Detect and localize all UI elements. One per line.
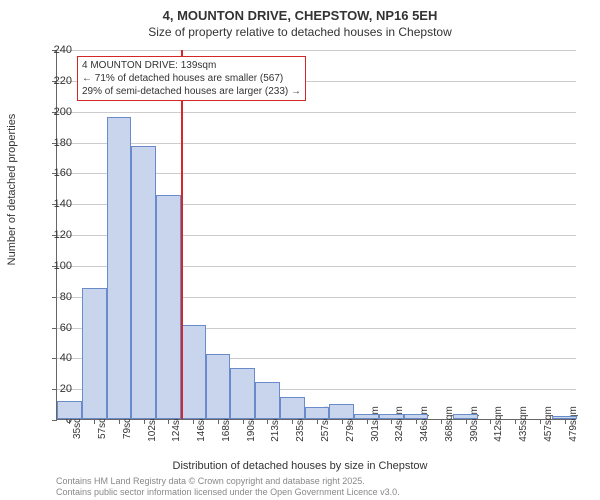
histogram-bar bbox=[181, 325, 206, 419]
y-tick-label: 140 bbox=[32, 198, 72, 210]
x-tick-mark bbox=[416, 419, 417, 424]
y-tick-label: 220 bbox=[32, 75, 72, 87]
histogram-bar bbox=[329, 404, 354, 419]
x-tick-label: 457sqm bbox=[543, 406, 554, 442]
y-tick-label: 160 bbox=[32, 167, 72, 179]
footer-line-1: Contains HM Land Registry data © Crown c… bbox=[56, 476, 365, 486]
x-tick-label: 368sqm bbox=[444, 406, 455, 442]
x-tick-mark bbox=[391, 419, 392, 424]
x-tick-mark bbox=[367, 419, 368, 424]
y-tick-label: 240 bbox=[32, 44, 72, 56]
x-tick-mark bbox=[168, 419, 169, 424]
annotation-line3: 29% of semi-detached houses are larger (… bbox=[82, 85, 301, 98]
x-tick-mark bbox=[144, 419, 145, 424]
histogram-bar bbox=[206, 354, 231, 419]
histogram-bar bbox=[453, 414, 478, 419]
x-tick-mark bbox=[317, 419, 318, 424]
x-tick-label: 301sqm bbox=[370, 406, 381, 442]
annotation-box: 4 MOUNTON DRIVE: 139sqm ← 71% of detache… bbox=[77, 56, 306, 101]
x-tick-label: 346sqm bbox=[419, 406, 430, 442]
histogram-bar bbox=[379, 414, 404, 419]
histogram-bar bbox=[57, 401, 82, 420]
grid-line bbox=[57, 143, 576, 144]
x-tick-label: 390sqm bbox=[469, 406, 480, 442]
y-tick-label: 200 bbox=[32, 106, 72, 118]
annotation-line1: 4 MOUNTON DRIVE: 139sqm bbox=[82, 59, 301, 72]
chart-title-sub: Size of property relative to detached ho… bbox=[0, 23, 600, 45]
x-axis-label: Distribution of detached houses by size … bbox=[0, 460, 600, 472]
histogram-bar bbox=[107, 117, 132, 419]
histogram-bar bbox=[255, 382, 280, 419]
x-tick-mark bbox=[342, 419, 343, 424]
footer-line-2: Contains public sector information licen… bbox=[56, 487, 400, 497]
x-tick-label: 479sqm bbox=[568, 406, 579, 442]
x-tick-mark bbox=[119, 419, 120, 424]
x-tick-mark bbox=[540, 419, 541, 424]
histogram-bar bbox=[156, 195, 181, 419]
reference-line bbox=[181, 50, 183, 419]
x-tick-label: 324sqm bbox=[394, 406, 405, 442]
histogram-bar bbox=[131, 146, 156, 419]
x-tick-mark bbox=[515, 419, 516, 424]
y-tick-label: 100 bbox=[32, 260, 72, 272]
plot-area: 4 MOUNTON DRIVE: 139sqm ← 71% of detache… bbox=[56, 50, 576, 420]
y-axis-label: Number of detached properties bbox=[6, 114, 18, 266]
y-tick-label: 120 bbox=[32, 229, 72, 241]
histogram-bar bbox=[552, 416, 577, 419]
annotation-line2: ← 71% of detached houses are smaller (56… bbox=[82, 72, 301, 85]
x-tick-mark bbox=[292, 419, 293, 424]
y-tick-label: 80 bbox=[32, 291, 72, 303]
x-tick-label: 435sqm bbox=[518, 406, 529, 442]
x-tick-mark bbox=[94, 419, 95, 424]
histogram-bar bbox=[305, 407, 330, 419]
histogram-bar bbox=[280, 397, 305, 419]
x-tick-mark bbox=[243, 419, 244, 424]
x-tick-label: 412sqm bbox=[493, 406, 504, 442]
y-tick-label: 60 bbox=[32, 322, 72, 334]
x-tick-mark bbox=[218, 419, 219, 424]
histogram-bar bbox=[230, 368, 255, 419]
y-tick-label: 20 bbox=[32, 383, 72, 395]
x-tick-mark bbox=[565, 419, 566, 424]
histogram-bar bbox=[82, 288, 107, 419]
y-tick-label: 40 bbox=[32, 352, 72, 364]
grid-line bbox=[57, 112, 576, 113]
chart-title-main: 4, MOUNTON DRIVE, CHEPSTOW, NP16 5EH bbox=[0, 0, 600, 23]
x-tick-mark bbox=[441, 419, 442, 424]
x-tick-mark bbox=[490, 419, 491, 424]
x-tick-mark bbox=[466, 419, 467, 424]
grid-line bbox=[57, 50, 576, 51]
y-tick-label: 180 bbox=[32, 137, 72, 149]
histogram-bar bbox=[404, 414, 429, 419]
x-tick-mark bbox=[267, 419, 268, 424]
x-tick-mark bbox=[193, 419, 194, 424]
histogram-bar bbox=[354, 414, 379, 419]
